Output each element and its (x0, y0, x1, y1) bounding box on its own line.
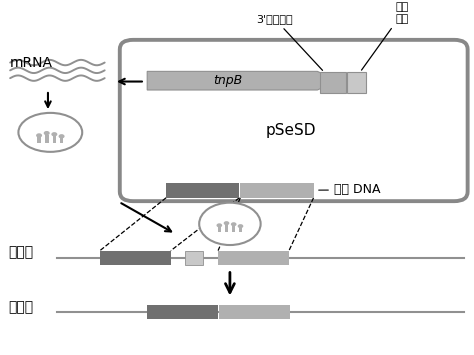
Bar (60, 138, 64, 143)
Bar (319, 72, 346, 93)
Text: 引导
序列: 引导 序列 (362, 2, 409, 70)
Circle shape (44, 131, 50, 135)
Bar (185, 251, 203, 265)
Bar (100, 251, 171, 265)
Bar (166, 182, 239, 198)
Bar (346, 72, 366, 93)
Bar (218, 251, 289, 265)
Circle shape (237, 224, 243, 228)
Circle shape (59, 134, 64, 138)
Text: 3'保守区域: 3'保守区域 (256, 14, 322, 70)
Bar (45, 135, 48, 143)
Ellipse shape (199, 203, 261, 245)
Bar (225, 225, 228, 232)
Bar (239, 228, 242, 232)
Text: mRNA: mRNA (10, 56, 53, 70)
Bar (147, 305, 218, 319)
Circle shape (217, 223, 222, 227)
Bar (240, 182, 314, 198)
Circle shape (36, 133, 42, 138)
Text: pSeSD: pSeSD (266, 123, 317, 138)
Circle shape (224, 221, 229, 225)
Text: tnpB: tnpB (213, 74, 242, 87)
Bar (37, 137, 41, 143)
Bar (218, 227, 221, 232)
Text: 突变体: 突变体 (8, 300, 33, 314)
Circle shape (231, 222, 237, 226)
Text: 供体 DNA: 供体 DNA (319, 184, 381, 196)
Circle shape (51, 132, 57, 136)
Bar (219, 305, 290, 319)
Ellipse shape (18, 113, 82, 152)
Text: 野生型: 野生型 (8, 246, 33, 260)
Polygon shape (147, 71, 338, 90)
Bar (53, 136, 56, 143)
FancyBboxPatch shape (120, 40, 468, 201)
Bar (232, 226, 236, 232)
